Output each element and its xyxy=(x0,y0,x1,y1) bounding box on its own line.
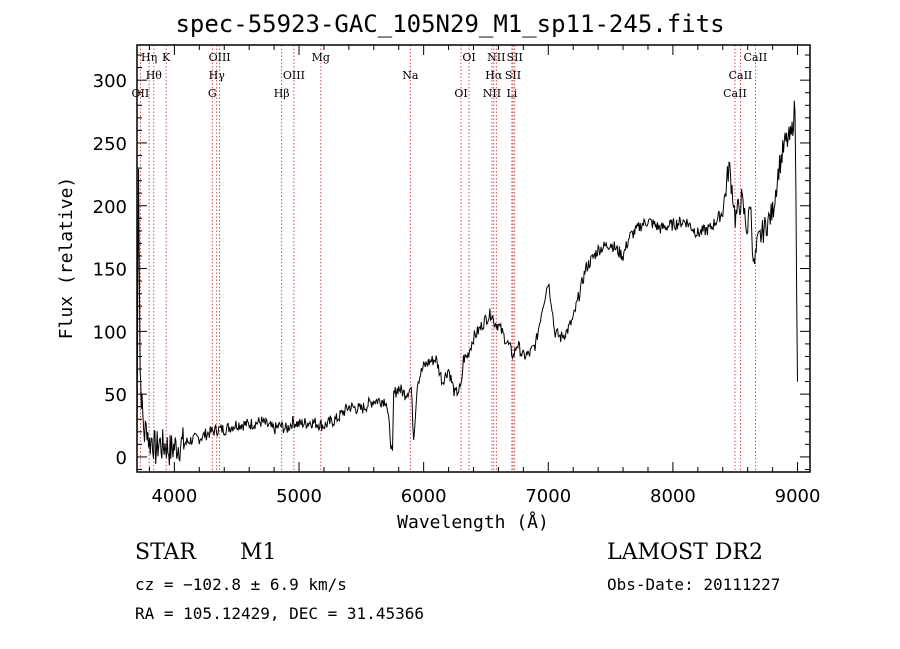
object-class: STAR xyxy=(135,540,196,565)
spectral-line-label: Li xyxy=(506,87,517,100)
y-tick-label: 200 xyxy=(93,197,127,218)
x-tick-label: 7000 xyxy=(525,486,571,507)
spectral-line-label: Na xyxy=(402,69,419,82)
y-tick-label: 250 xyxy=(93,134,127,155)
spectral-line-label: Hη xyxy=(141,51,157,64)
spectral-line-label: SII xyxy=(505,69,521,82)
spectral-line-label: Hα xyxy=(485,69,503,82)
x-tick-label: 4000 xyxy=(151,486,197,507)
spectral-line-label: NII xyxy=(483,87,501,100)
spectral-line-label: Hγ xyxy=(209,69,226,82)
object-subclass: M1 xyxy=(240,540,277,565)
spectral-line-label: SII xyxy=(507,51,523,64)
survey-name: LAMOST DR2 xyxy=(607,540,763,565)
spectral-line-label: OI xyxy=(462,51,475,64)
spectral-line-label: Mg xyxy=(312,51,330,64)
spectral-line-label: OIII xyxy=(209,51,231,64)
y-tick-label: 100 xyxy=(93,322,127,343)
observation-date: Obs-Date: 20111227 xyxy=(607,575,781,594)
spectral-line-label: Hβ xyxy=(274,87,290,100)
spectral-line-label: OII xyxy=(132,87,150,100)
y-axis-label: Flux (relative) xyxy=(56,177,77,340)
y-tick-label: 0 xyxy=(116,448,127,469)
coordinates: RA = 105.12429, DEC = 31.45366 xyxy=(135,604,424,623)
chart-title: spec-55923-GAC_105N29_M1_sp11-245.fits xyxy=(175,10,725,38)
spectral-line-label: NII xyxy=(487,51,505,64)
spectral-line-label: CaII xyxy=(744,51,768,64)
spectral-line-label: CaII xyxy=(729,69,753,82)
y-tick-label: 150 xyxy=(93,260,127,281)
x-tick-label: 8000 xyxy=(650,486,696,507)
spectral-line-label: OIII xyxy=(283,69,305,82)
spectral-line-label: G xyxy=(208,87,217,100)
spectral-line-label: CaII xyxy=(723,87,747,100)
y-tick-label: 50 xyxy=(104,385,127,406)
x-tick-label: 6000 xyxy=(401,486,447,507)
redshift-velocity: cz = −102.8 ± 6.9 km/s xyxy=(135,575,347,594)
spectral-line-label: OI xyxy=(454,87,467,100)
x-tick-label: 9000 xyxy=(775,486,821,507)
x-tick-label: 5000 xyxy=(276,486,322,507)
spectrum-series-line xyxy=(136,100,798,466)
x-axis-label: Wavelength (Å) xyxy=(397,511,549,533)
plot-frame xyxy=(136,44,811,473)
spectral-line-label: K xyxy=(162,51,171,64)
y-tick-label: 300 xyxy=(93,71,127,92)
spectral-line-label: Hθ xyxy=(146,69,163,82)
